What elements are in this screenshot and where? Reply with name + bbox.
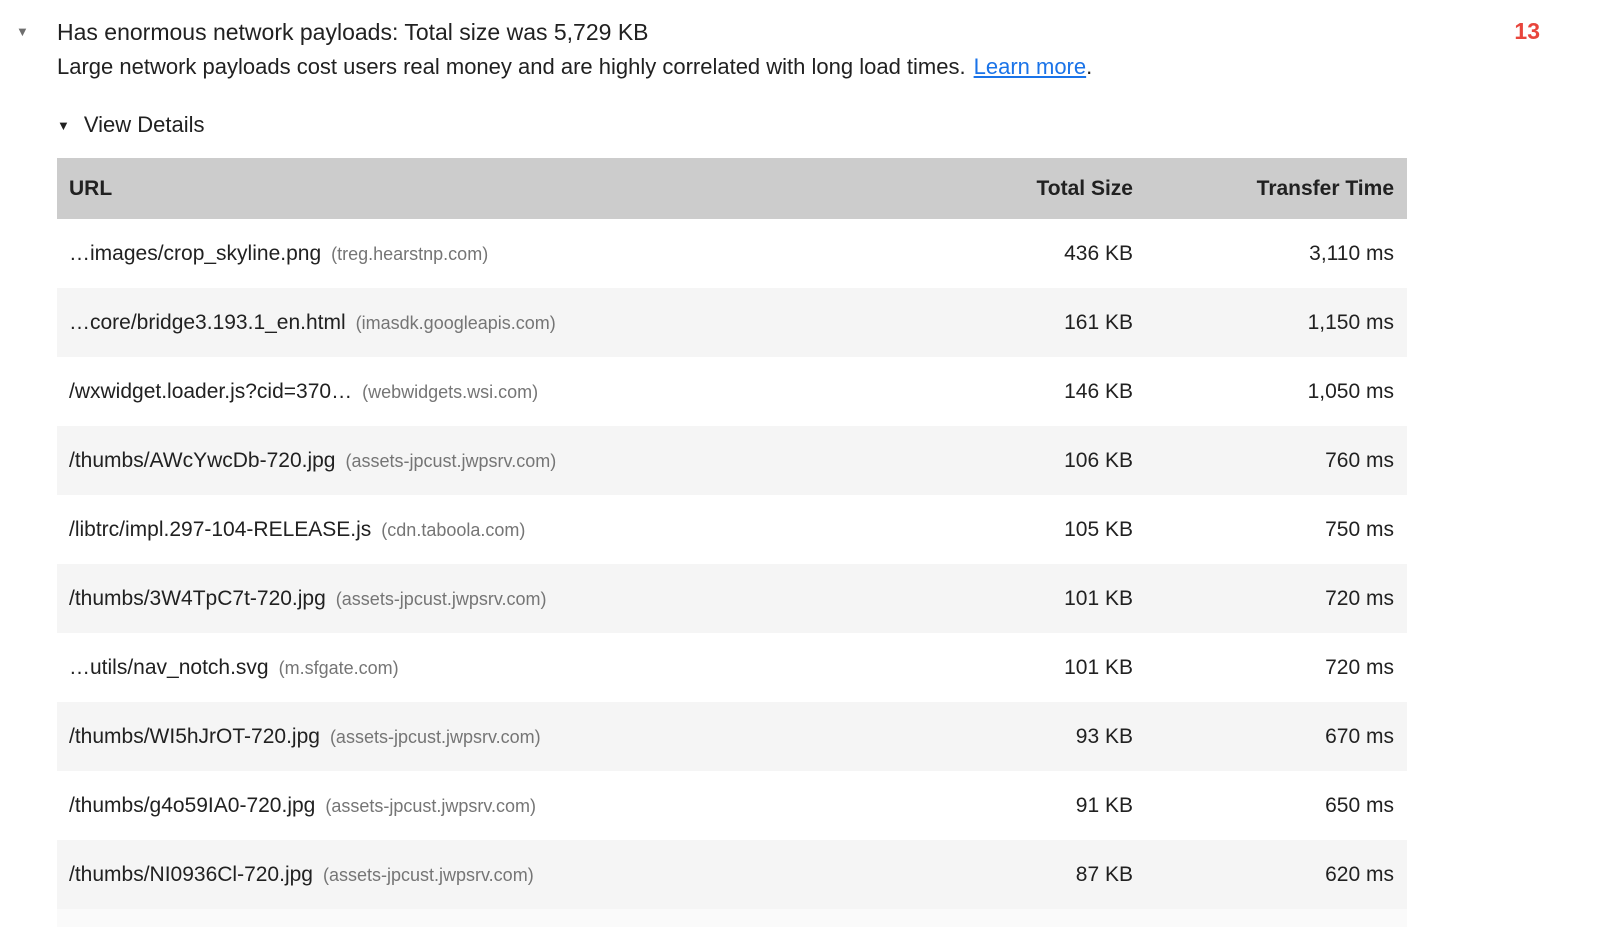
table-row: /thumbs/3W4TpC7t-720.jpg (assets-jpcust.j… bbox=[57, 564, 1407, 633]
url-text: /wxwidget.loader.js?cid=370… bbox=[69, 379, 353, 403]
time-cell: 670 ms bbox=[1325, 724, 1394, 748]
domain-label: (treg.hearstnp.com) bbox=[331, 243, 489, 264]
size-cell: 91 KB bbox=[1075, 793, 1133, 817]
time-cell: 1,150 ms bbox=[1307, 310, 1394, 334]
domain-label: (assets-jpcust.jwpsrv.com) bbox=[325, 795, 537, 816]
url-text: …core/bridge3.193.1_en.html bbox=[69, 310, 346, 334]
time-cell: 650 ms bbox=[1325, 793, 1394, 817]
audit-header: ▼ Has enormous network payloads: Total s… bbox=[0, 0, 1598, 84]
time-cell: 1,050 ms bbox=[1307, 379, 1394, 403]
url-text: …images/crop_skyline.png bbox=[69, 241, 322, 265]
table-header-row: URL Total Size Transfer Time bbox=[57, 158, 1407, 219]
table-row: /thumbs/WI5hJrOT-720.jpg (assets-jpcust.j… bbox=[57, 702, 1407, 771]
audit-score: 13 bbox=[1514, 18, 1540, 44]
size-cell: 105 KB bbox=[1064, 517, 1133, 541]
size-cell: 161 KB bbox=[1064, 310, 1133, 334]
view-details-triangle-icon: ▼ bbox=[57, 117, 70, 133]
table-row: /wxwidget.loader.js?cid=370… (webwidgets.… bbox=[57, 357, 1407, 426]
size-cell: 101 KB bbox=[1064, 655, 1133, 679]
domain-label: (webwidgets.wsi.com) bbox=[362, 381, 539, 402]
learn-more-link[interactable]: Learn more bbox=[973, 54, 1087, 79]
audit-text-block: Has enormous network payloads: Total siz… bbox=[57, 16, 1092, 84]
url-cell: /thumbs/NI0936Cl-720.jpg (assets-jpcust.j… bbox=[57, 863, 933, 887]
audit-description-text: Large network payloads cost users real m… bbox=[57, 54, 966, 79]
table-body: …images/crop_skyline.png (treg.hearstnp.c… bbox=[57, 219, 1407, 909]
table-row: …images/crop_skyline.png (treg.hearstnp.c… bbox=[57, 219, 1407, 288]
url-text: /thumbs/NI0936Cl-720.jpg bbox=[69, 862, 313, 886]
time-cell: 620 ms bbox=[1325, 862, 1394, 886]
table-row: /thumbs/g4o59IA0-720.jpg (assets-jpcust.j… bbox=[57, 771, 1407, 840]
size-cell: 146 KB bbox=[1064, 379, 1133, 403]
audit-collapse-triangle-icon[interactable]: ▼ bbox=[16, 24, 29, 39]
size-cell: 436 KB bbox=[1064, 241, 1133, 265]
time-cell: 3,110 ms bbox=[1309, 241, 1394, 265]
header-url: URL bbox=[69, 176, 113, 200]
size-cell: 101 KB bbox=[1064, 586, 1133, 610]
domain-label: (imasdk.googleapis.com) bbox=[355, 312, 556, 333]
url-cell: …utils/nav_notch.svg (m.sfgate.com) bbox=[57, 656, 933, 680]
url-text: /libtrc/impl.297-104-RELEASE.js bbox=[69, 517, 372, 541]
url-text: /thumbs/g4o59IA0-720.jpg bbox=[69, 793, 316, 817]
url-cell: /thumbs/g4o59IA0-720.jpg (assets-jpcust.j… bbox=[57, 794, 933, 818]
time-cell: 760 ms bbox=[1325, 448, 1394, 472]
size-cell: 106 KB bbox=[1064, 448, 1133, 472]
size-cell: 93 KB bbox=[1075, 724, 1133, 748]
audit-description-period: . bbox=[1086, 54, 1093, 79]
url-text: /thumbs/AWcYwcDb-720.jpg bbox=[69, 448, 336, 472]
url-cell: /thumbs/AWcYwcDb-720.jpg (assets-jpcust.j… bbox=[57, 449, 933, 473]
url-text: /thumbs/3W4TpC7t-720.jpg bbox=[69, 586, 326, 610]
view-details-label: View Details bbox=[83, 112, 205, 137]
time-cell: 750 ms bbox=[1325, 517, 1394, 541]
table-row: /thumbs/AWcYwcDb-720.jpg (assets-jpcust.j… bbox=[57, 426, 1407, 495]
url-cell: /thumbs/WI5hJrOT-720.jpg (assets-jpcust.j… bbox=[57, 725, 933, 749]
payloads-table: URL Total Size Transfer Time …images/cro… bbox=[57, 158, 1407, 927]
table-row: …core/bridge3.193.1_en.html (imasdk.googl… bbox=[57, 288, 1407, 357]
url-text: /thumbs/WI5hJrOT-720.jpg bbox=[69, 724, 320, 748]
domain-label: (cdn.taboola.com) bbox=[381, 519, 526, 540]
url-cell: …core/bridge3.193.1_en.html (imasdk.googl… bbox=[57, 311, 933, 335]
view-details-toggle[interactable]: ▼ View Details bbox=[57, 112, 205, 138]
domain-label: (assets-jpcust.jwpsrv.com) bbox=[322, 864, 534, 885]
table-row: …utils/nav_notch.svg (m.sfgate.com) 101 K… bbox=[57, 633, 1407, 702]
url-cell: /libtrc/impl.297-104-RELEASE.js (cdn.tabo… bbox=[57, 518, 933, 542]
size-cell: 87 KB bbox=[1075, 862, 1133, 886]
table-row: /libtrc/impl.297-104-RELEASE.js (cdn.tabo… bbox=[57, 495, 1407, 564]
domain-label: (m.sfgate.com) bbox=[278, 657, 399, 678]
url-text: …utils/nav_notch.svg bbox=[69, 655, 269, 679]
table-row: /thumbs/NI0936Cl-720.jpg (assets-jpcust.j… bbox=[57, 840, 1407, 909]
time-cell: 720 ms bbox=[1325, 586, 1394, 610]
header-total-size: Total Size bbox=[1036, 176, 1133, 200]
audit-description: Large network payloads cost users real m… bbox=[57, 50, 1092, 84]
url-cell: /thumbs/3W4TpC7t-720.jpg (assets-jpcust.j… bbox=[57, 587, 933, 611]
domain-label: (assets-jpcust.jwpsrv.com) bbox=[335, 588, 547, 609]
time-cell: 720 ms bbox=[1325, 655, 1394, 679]
url-cell: /wxwidget.loader.js?cid=370… (webwidgets.… bbox=[57, 380, 933, 404]
url-cell: …images/crop_skyline.png (treg.hearstnp.c… bbox=[57, 242, 933, 266]
header-transfer-time: Transfer Time bbox=[1256, 176, 1394, 200]
domain-label: (assets-jpcust.jwpsrv.com) bbox=[329, 726, 541, 747]
audit-title: Has enormous network payloads: Total siz… bbox=[57, 19, 649, 45]
domain-label: (assets-jpcust.jwpsrv.com) bbox=[345, 450, 557, 471]
